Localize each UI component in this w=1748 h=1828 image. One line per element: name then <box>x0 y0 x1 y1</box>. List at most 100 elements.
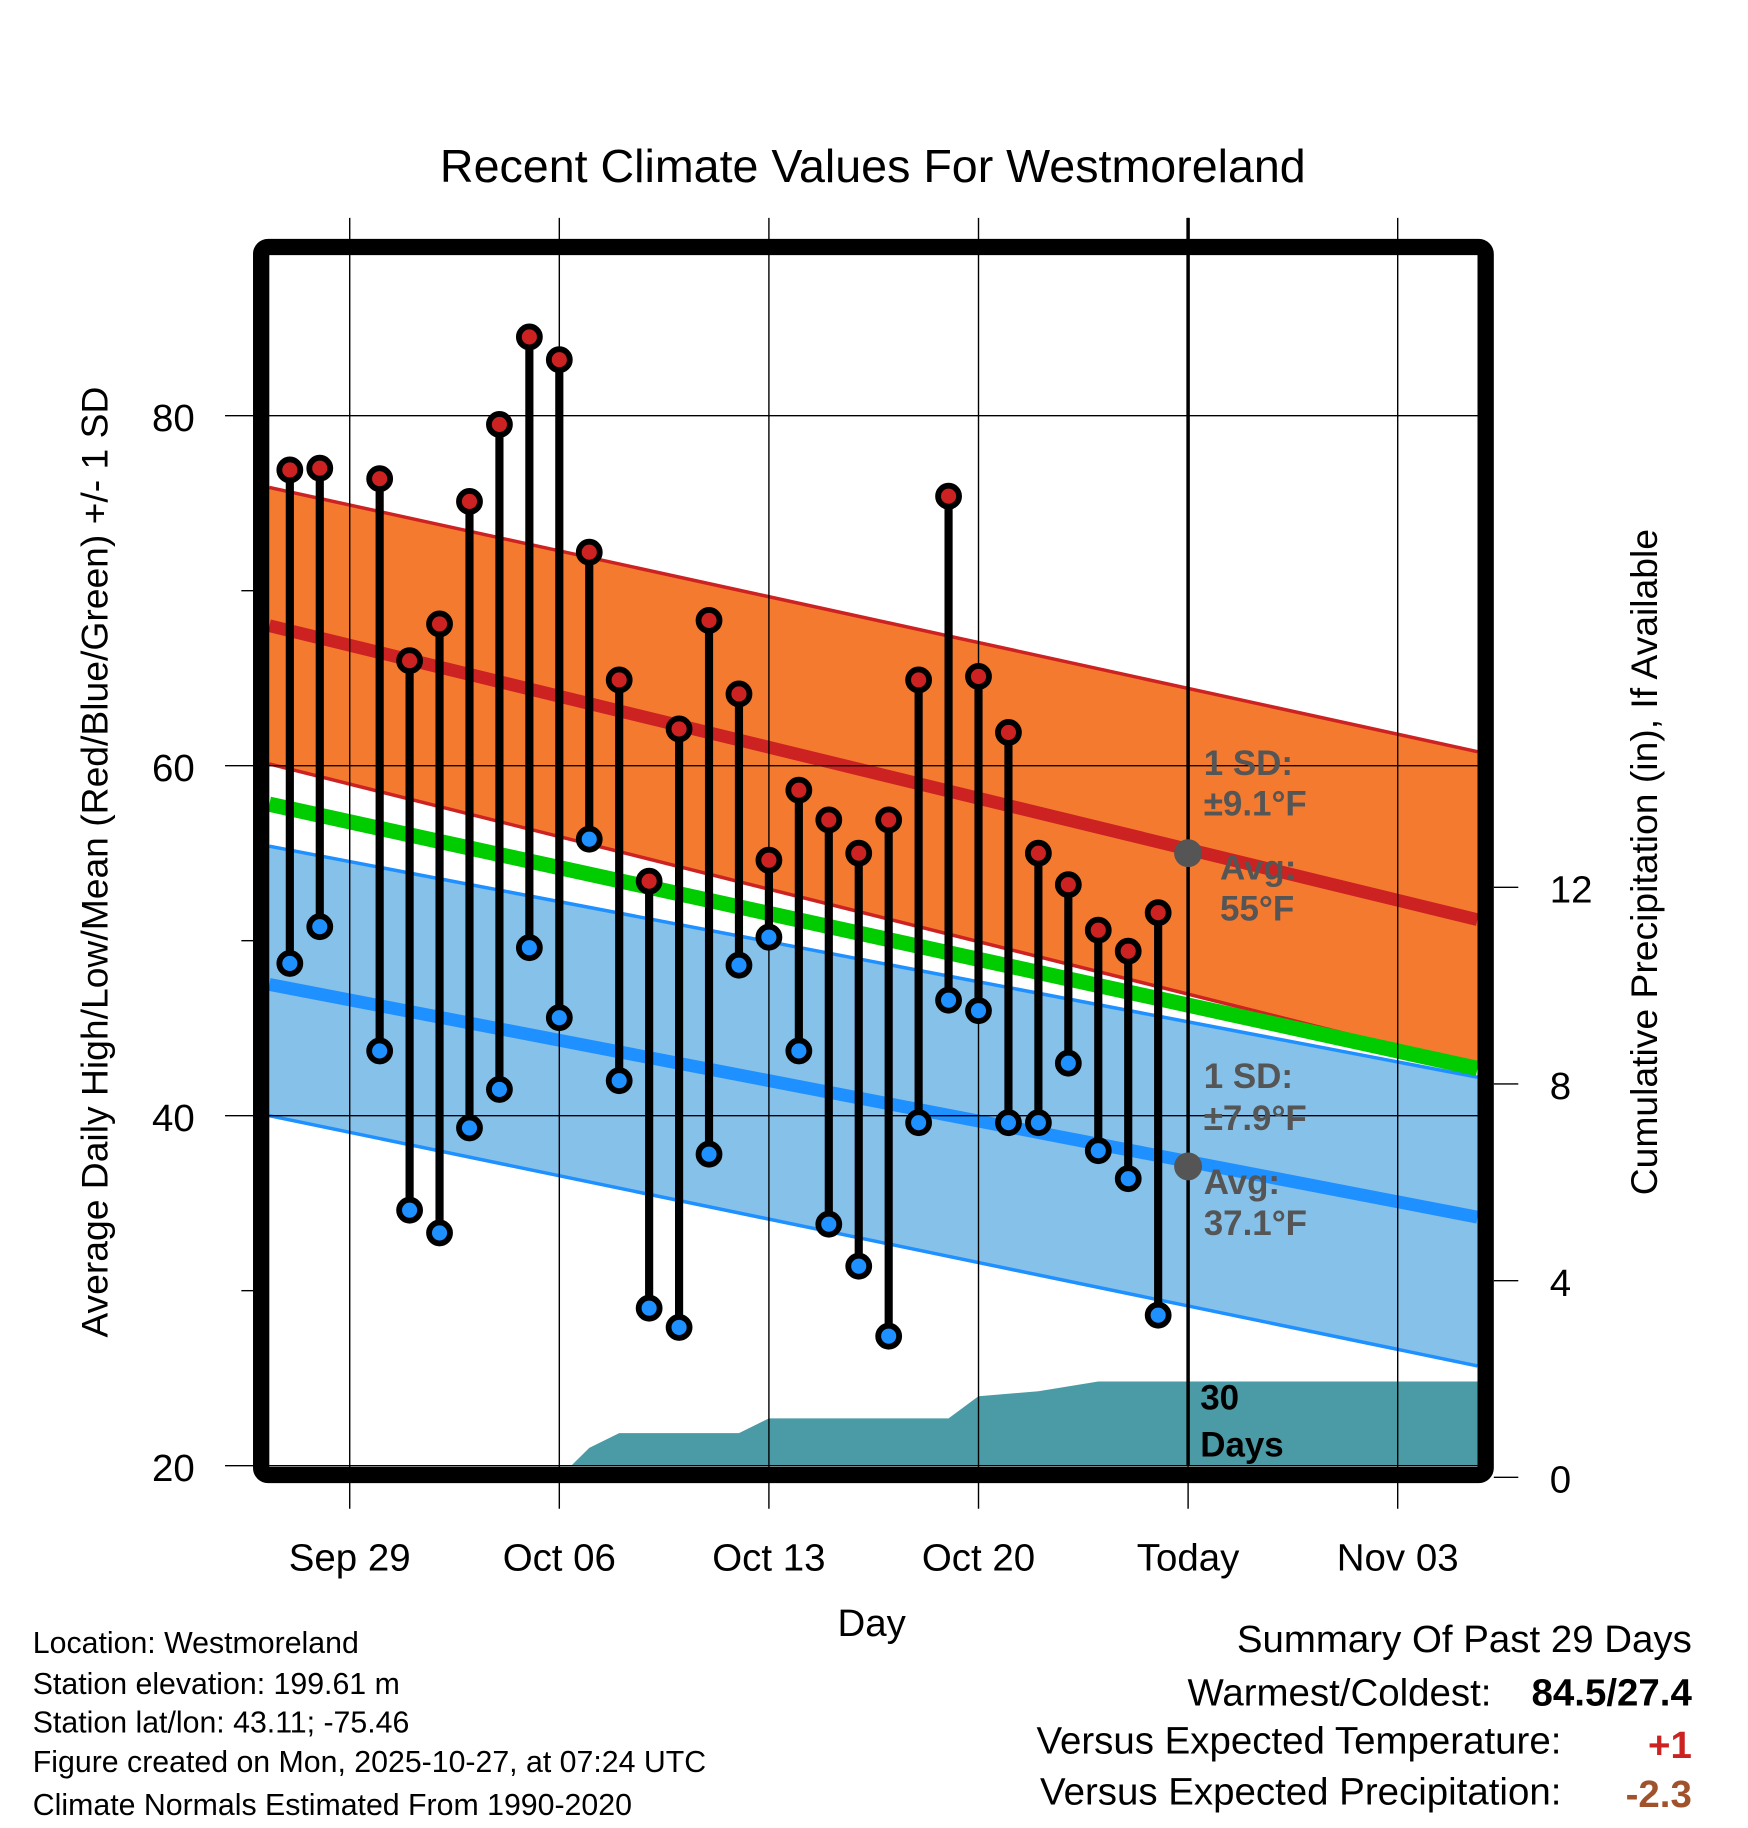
summary: Summary Of Past 29 Days Warmest/Coldest:… <box>1036 1618 1692 1816</box>
info-elevation: Station elevation: 199.61 m <box>33 1668 400 1701</box>
precip-area <box>571 1381 1478 1466</box>
low-sd-label: 1 SD: <box>1204 1057 1293 1096</box>
y-tick-label: 40 <box>152 1097 195 1140</box>
low-avg-label: Avg: <box>1204 1163 1280 1202</box>
high-point <box>905 666 933 694</box>
low-point <box>965 997 992 1025</box>
y-tick-label: 20 <box>152 1447 195 1490</box>
precip-period-unit: Days <box>1200 1425 1284 1464</box>
temp-value: +1 <box>1648 1724 1692 1767</box>
low-point <box>665 1314 693 1341</box>
low-lower-sd-line <box>268 1113 1478 1368</box>
high-point <box>1084 916 1112 944</box>
summary-title: Summary Of Past 29 Days <box>1237 1618 1692 1661</box>
high-point <box>785 776 813 804</box>
x-tick-label: Oct 13 <box>712 1537 825 1580</box>
x-tick-label: Sep 29 <box>289 1537 411 1580</box>
high-point <box>755 846 783 874</box>
high-point <box>965 663 992 690</box>
low-point <box>426 1219 453 1247</box>
low-point <box>875 1322 903 1350</box>
temp-label: Versus Expected Temperature: <box>1036 1719 1561 1762</box>
high-point <box>725 680 753 708</box>
info-latlon: Station lat/lon: 43.11; -75.46 <box>33 1706 410 1739</box>
high-point <box>456 488 483 515</box>
low-point <box>1054 1049 1082 1077</box>
high-point <box>1114 937 1142 965</box>
high-point <box>665 715 693 743</box>
plot-area: Sep 29 Oct 06 Oct 13 Oct 20 Today Nov 03 20 40 6… <box>152 217 1593 1580</box>
plot-frame <box>253 238 1494 1484</box>
high-point <box>515 323 543 351</box>
low-point <box>515 934 543 962</box>
precip-label: Versus Expected Precipitation: <box>1040 1771 1561 1814</box>
precip-value: -2.3 <box>1626 1773 1692 1816</box>
high-point <box>605 666 633 694</box>
x-tick-label: Nov 03 <box>1337 1537 1459 1580</box>
x-tick-label: Today <box>1137 1537 1240 1580</box>
low-point <box>725 951 753 979</box>
low-point <box>306 913 334 941</box>
y-right-tick-label: 12 <box>1550 868 1593 911</box>
low-point <box>1084 1137 1112 1165</box>
high-point <box>306 454 334 482</box>
high-point <box>575 538 603 566</box>
today-high-avg-marker <box>1174 839 1203 868</box>
y-tick-label: 60 <box>152 747 195 790</box>
high-point <box>426 610 453 638</box>
high-point <box>396 647 424 675</box>
low-point <box>456 1114 483 1142</box>
y-right-tick-label: 8 <box>1550 1065 1571 1108</box>
low-point <box>276 950 304 977</box>
high-point <box>935 482 962 510</box>
high-point <box>815 806 843 834</box>
low-point <box>935 986 962 1014</box>
station-info: Location: Westmoreland Station elevation… <box>33 1627 706 1822</box>
x-tick-label: Oct 06 <box>503 1537 616 1580</box>
low-point <box>486 1076 513 1103</box>
y-axis-right-label: Cumulative Precipitation (in), If Availa… <box>1623 529 1665 1195</box>
high-point <box>875 806 903 834</box>
low-point <box>695 1140 723 1168</box>
low-point <box>1144 1301 1172 1329</box>
high-sd-value: ±9.1°F <box>1204 785 1307 824</box>
high-avg-value: 55°F <box>1220 889 1294 928</box>
low-point <box>545 1004 573 1032</box>
low-point <box>755 923 783 951</box>
low-avg-value: 37.1°F <box>1204 1204 1307 1243</box>
info-location: Location: Westmoreland <box>33 1627 359 1660</box>
chart-title: Recent Climate Values For Westmoreland <box>440 140 1306 192</box>
warm-cold-label: Warmest/Coldest: <box>1187 1672 1491 1715</box>
high-sd-label: 1 SD: <box>1204 744 1293 783</box>
low-point <box>845 1252 873 1280</box>
low-point <box>575 825 603 853</box>
info-created: Figure created on Mon, 2025-10-27, at 07… <box>33 1746 706 1779</box>
low-point <box>905 1109 933 1137</box>
high-point <box>486 411 513 438</box>
y-tick-label: 80 <box>152 397 195 440</box>
low-point <box>1114 1165 1142 1193</box>
high-point <box>276 456 304 484</box>
high-point <box>845 839 873 867</box>
today-low-avg-marker <box>1174 1152 1203 1181</box>
precip-period-label: 30 <box>1200 1379 1239 1418</box>
x-tick-label: Oct 20 <box>922 1537 1035 1580</box>
low-point <box>815 1210 843 1238</box>
high-point <box>635 867 663 895</box>
low-point <box>396 1196 424 1224</box>
low-point <box>605 1067 633 1095</box>
low-point <box>785 1037 813 1065</box>
warm-cold-value: 84.5/27.4 <box>1532 1672 1693 1715</box>
high-point <box>1144 899 1172 927</box>
high-point <box>1024 839 1052 867</box>
low-point <box>635 1294 663 1322</box>
high-point <box>995 719 1022 746</box>
info-normals: Climate Normals Estimated From 1990-2020 <box>33 1789 632 1822</box>
y-right-tick-label: 0 <box>1550 1458 1571 1501</box>
high-point <box>1054 871 1082 899</box>
high-point <box>366 465 394 493</box>
x-axis-label: Day <box>837 1602 906 1645</box>
low-point <box>1024 1109 1052 1137</box>
high-point <box>695 607 723 634</box>
